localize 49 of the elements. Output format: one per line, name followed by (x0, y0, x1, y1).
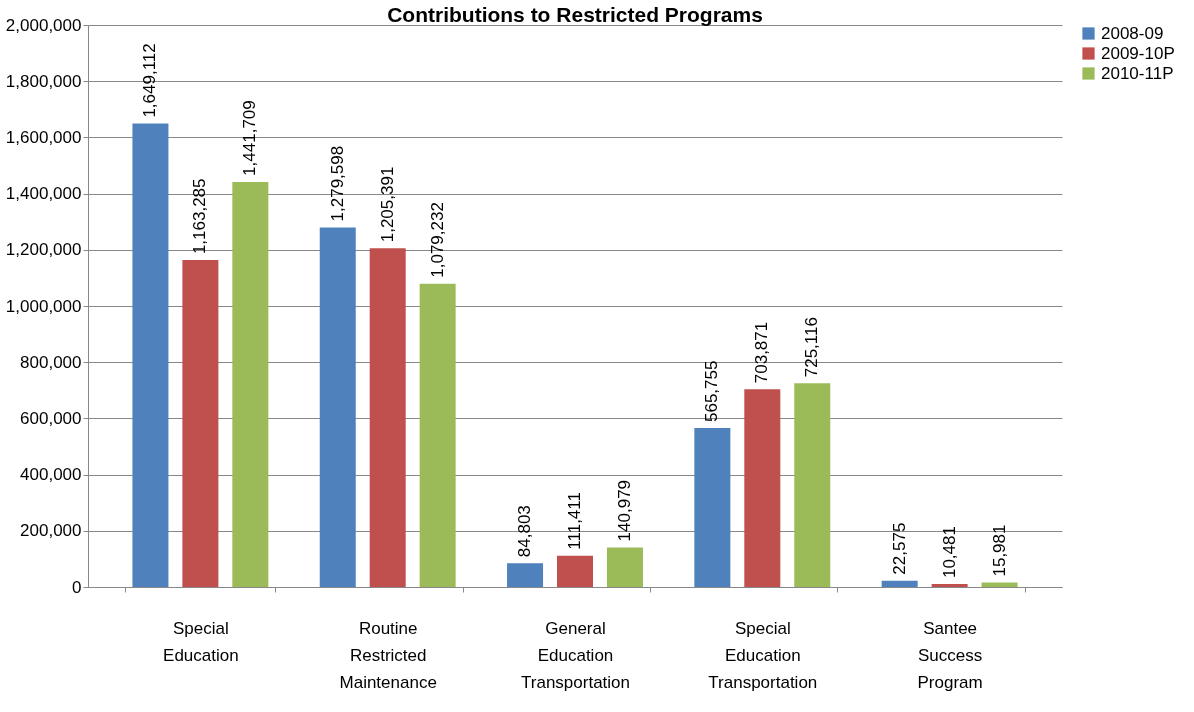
data-label: 15,981 (989, 524, 1009, 577)
data-label: 1,205,391 (377, 166, 397, 243)
data-label: 111,411 (565, 492, 584, 550)
data-label: 22,575 (889, 522, 909, 575)
y-tick-label: 1,600,000 (5, 127, 82, 147)
bar (794, 383, 831, 587)
bar (369, 248, 406, 587)
data-label: 725,116 (802, 317, 822, 378)
y-tick-label: 800,000 (20, 352, 82, 372)
y-tick-label: 400,000 (20, 465, 82, 485)
data-label: 140,979 (614, 479, 634, 542)
legend-label: 2009-10P (1101, 43, 1175, 63)
bar (744, 389, 781, 587)
y-tick-label: 2,000,000 (5, 15, 82, 35)
y-tick-label: 1,400,000 (5, 184, 82, 204)
y-tick-label: 600,000 (20, 408, 82, 428)
bar (694, 428, 731, 587)
legend-label: 2008-09 (1101, 23, 1164, 43)
y-tick-label: 0 (72, 577, 82, 597)
bar (606, 547, 643, 587)
bar (931, 584, 968, 587)
legend-label: 2010-11P (1101, 63, 1174, 83)
data-label: 1,441,709 (240, 100, 260, 176)
data-label: 1,649,112 (140, 43, 160, 118)
bar (507, 563, 544, 587)
bar (182, 260, 219, 587)
y-tick-label: 1,200,000 (5, 240, 82, 260)
data-label: 10,481 (939, 526, 959, 579)
bar (557, 555, 593, 587)
data-label: 1,079,232 (427, 202, 447, 278)
x-tick-label: General Education Transportation (521, 618, 630, 692)
bar (419, 283, 456, 587)
data-label: 84,803 (515, 505, 535, 558)
x-tick-label: Special Education Transportation (708, 618, 818, 692)
data-label: 565,755 (702, 360, 722, 423)
data-label: 1,163,285 (190, 178, 210, 255)
x-tick-label: Routine Restricted Maintenance (339, 618, 437, 692)
bar (132, 123, 169, 587)
y-tick-label: 1,000,000 (5, 296, 82, 316)
y-tick-label: 200,000 (20, 521, 82, 541)
bar (319, 227, 356, 587)
y-tick-label: 1,800,000 (5, 71, 82, 91)
chart-title: Contributions to Restricted Programs (387, 3, 763, 26)
data-label: 703,871 (752, 321, 772, 384)
x-tick-label: Santee Success Program (917, 618, 983, 692)
x-tick-label: Special Education (163, 618, 239, 665)
data-label: 1,279,598 (327, 145, 347, 222)
bar (232, 181, 269, 587)
bar (881, 580, 918, 587)
